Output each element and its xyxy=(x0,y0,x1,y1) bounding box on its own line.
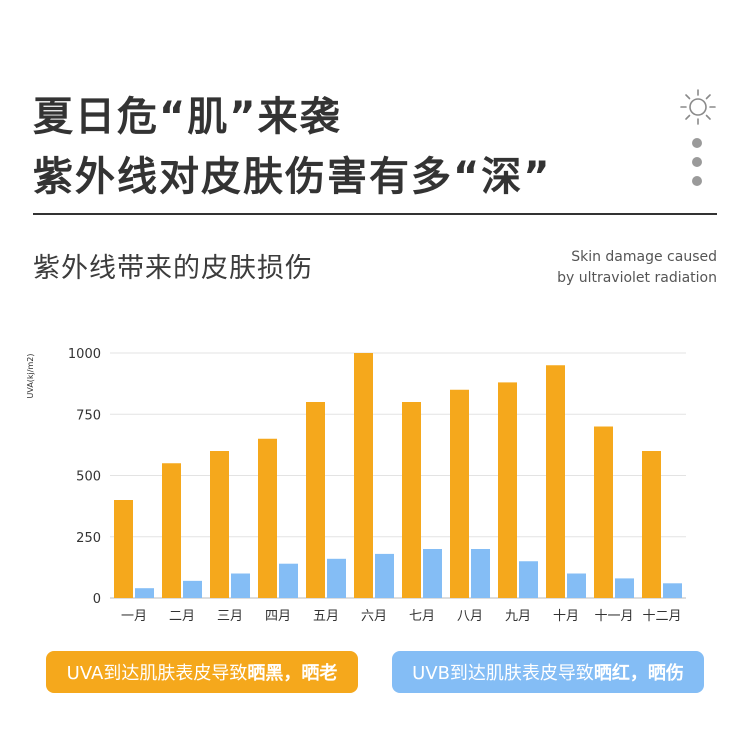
x-tick-label: 八月 xyxy=(457,609,483,624)
uvb-legend-pill: UVB到达肌肤表皮导致 晒红，晒伤 xyxy=(392,651,704,693)
bar-uva xyxy=(450,389,469,598)
bar-uva xyxy=(306,402,325,598)
x-tick-label: 六月 xyxy=(361,609,387,624)
bar-uva xyxy=(162,463,181,598)
bar-uvb xyxy=(423,549,442,598)
y-axis-label: UVA(kj/m2) xyxy=(26,354,35,399)
english-caption-line-1: Skin damage caused xyxy=(571,249,717,265)
x-tick-label: 一月 xyxy=(121,609,147,624)
bar-uva xyxy=(114,500,133,598)
uva-legend-bold: 晒黑，晒老 xyxy=(247,663,338,684)
bar-uvb xyxy=(279,563,298,598)
bar-uva xyxy=(210,451,229,598)
bar-uvb xyxy=(567,573,586,598)
bar-uvb xyxy=(183,580,202,598)
y-tick-label: 1000 xyxy=(68,347,101,362)
y-tick-label: 500 xyxy=(76,470,101,485)
uvb-legend-text: UVB到达肌肤表皮导致 xyxy=(412,663,594,684)
x-tick-label: 三月 xyxy=(217,609,243,624)
bar-uva xyxy=(594,426,613,598)
sun-icon xyxy=(680,89,716,125)
bar-uvb xyxy=(375,553,394,598)
uva-legend-pill: UVA到达肌肤表皮导致 晒黑，晒老 xyxy=(46,651,358,693)
bar-uvb xyxy=(135,588,154,598)
x-tick-label: 七月 xyxy=(409,609,435,624)
title-line-2: 紫外线对皮肤伤害有多“深” xyxy=(33,154,552,200)
bar-uvb xyxy=(471,549,490,598)
bar-uvb xyxy=(327,558,346,598)
x-tick-label: 五月 xyxy=(313,609,339,624)
uv-bar-chart: 0 250 500 750 1000 UVA(kj/m2) 一月 二月 三月 四月 五月 六月 七月 八月… xyxy=(26,347,686,624)
bar-uvb xyxy=(231,573,250,598)
y-tick-label: 0 xyxy=(93,592,101,607)
uvb-legend-bold: 晒红，晒伤 xyxy=(593,663,684,684)
x-tick-label: 十二月 xyxy=(642,609,681,624)
dot-icon xyxy=(692,157,702,167)
section-subtitle: 紫外线带来的皮肤损伤 xyxy=(33,253,313,284)
x-tick-label: 四月 xyxy=(265,609,291,624)
title-line-1: 夏日危“肌”来袭 xyxy=(33,94,342,140)
dot-icon xyxy=(692,176,702,186)
bar-uvb xyxy=(519,561,538,598)
y-tick-label: 250 xyxy=(76,531,101,546)
bar-uva xyxy=(498,382,517,598)
x-tick-label: 二月 xyxy=(169,609,195,624)
bar-uva xyxy=(258,438,277,598)
x-tick-label: 十月 xyxy=(553,609,579,624)
uva-legend-text: UVA到达肌肤表皮导致 xyxy=(66,663,248,684)
bar-uva xyxy=(642,451,661,598)
bar-uva xyxy=(546,365,565,598)
english-caption: Skin damage caused by ultraviolet radiat… xyxy=(557,247,717,289)
english-caption-line-2: by ultraviolet radiation xyxy=(557,270,717,286)
bar-uva xyxy=(354,353,373,598)
bar-uva xyxy=(402,402,421,598)
x-tick-label: 十一月 xyxy=(594,609,633,624)
bar-uvb xyxy=(615,578,634,598)
dot-icon xyxy=(692,138,702,148)
header-divider xyxy=(33,213,717,215)
y-tick-label: 750 xyxy=(76,408,101,423)
x-tick-label: 九月 xyxy=(505,609,531,624)
bar-uvb xyxy=(663,583,682,598)
